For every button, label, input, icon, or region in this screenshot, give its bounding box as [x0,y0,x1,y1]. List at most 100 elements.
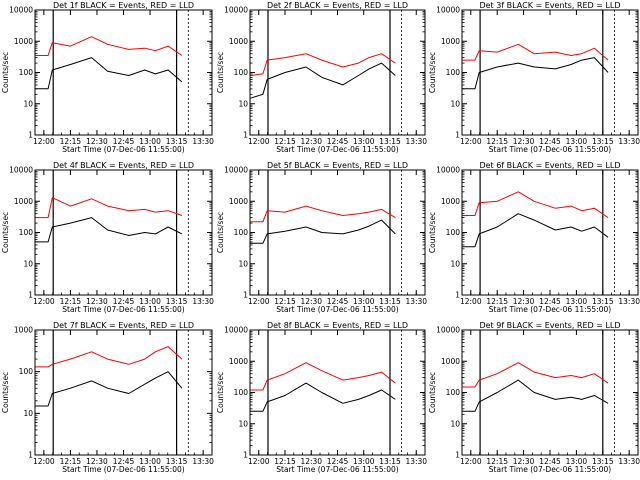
x-axis-label: Start Time (07-Dec-06 11:55:00) [489,305,611,314]
x-tick-label: 12:45 [113,137,135,146]
x-axis-label: Start Time (07-Dec-06 11:55:00) [489,145,611,154]
x-tick-label: 13:15 [379,137,401,146]
chart-title: Det 3f BLACK = Events, RED = LLD [479,1,620,10]
x-tick-label: 12:45 [113,297,135,306]
y-tick-label: 10 [238,259,248,268]
x-tick-label: 13:30 [192,457,214,466]
plot-frame [461,169,639,296]
y-tick-label: 1000 [441,357,460,366]
chart-title: Det 2f BLACK = Events, RED = LLD [267,1,408,10]
series-lld-line [462,43,609,61]
x-tick-label: 12:30 [300,137,322,146]
x-tick-label: 12:45 [327,297,349,306]
y-axis-label: Counts/sec [216,212,225,253]
x-axis-label: Start Time (07-Dec-06 11:55:00) [276,465,398,474]
y-tick-label: 1 [243,291,248,300]
chart-title: Det 4f BLACK = Events, RED = LLD [53,161,194,170]
x-tick-label: 12:15 [274,457,296,466]
x-tick-label: 12:30 [513,457,535,466]
x-tick-label: 12:15 [486,297,508,306]
series-events-line [35,57,183,90]
x-tick-label: 12:00 [460,297,482,306]
x-axis-label: Start Time (07-Dec-06 11:55:00) [489,465,611,474]
x-tick-label: 12:45 [539,297,561,306]
x-tick-label: 13:00 [139,297,161,306]
series-lld-line [250,205,396,223]
x-tick-label: 12:15 [486,457,508,466]
y-tick-label: 100 [234,228,249,237]
y-tick-label: 1000 [441,37,460,46]
chart-panel-9: Det 9f BLACK = Events, RED = LLD 1 10 100 10… [428,321,640,474]
x-tick-label: 13:00 [139,137,161,146]
y-tick-label: 1000 [229,357,248,366]
chart-panel-6: Det 6f BLACK = Events, RED = LLD 1 10 100 10… [428,161,640,314]
x-tick-label: 12:45 [113,457,135,466]
x-tick-label: 12:15 [60,297,82,306]
y-tick-label: 1 [243,451,248,460]
y-tick-label: 100 [19,68,34,77]
x-axis-label: Start Time (07-Dec-06 11:55:00) [62,305,184,314]
series-events-line [250,62,396,99]
chart-title: Det 5f BLACK = Events, RED = LLD [267,161,408,170]
y-tick-label: 1000 [229,37,248,46]
x-tick-label: 12:30 [513,297,535,306]
series-lld-line [35,197,183,219]
x-tick-label: 13:30 [618,457,640,466]
plot-frame [249,329,426,456]
y-tick-label: 10000 [9,6,33,15]
x-tick-label: 12:45 [539,137,561,146]
x-tick-label: 13:15 [592,297,614,306]
chart-panel-1: Det 1f BLACK = Events, RED = LLD 1 10 100 10… [1,1,214,154]
x-tick-label: 13:30 [192,137,214,146]
y-tick-label: 10 [450,259,460,268]
series-lld-line [250,53,396,76]
y-tick-label: 1 [28,451,33,460]
chart-panel-5: Det 5f BLACK = Events, RED = LLD 1 10 100 10… [216,161,427,314]
chart-panel-2: Det 2f BLACK = Events, RED = LLD 1 10 100 10… [216,1,427,154]
y-axis-label: Counts/sec [1,372,10,413]
x-tick-label: 13:00 [566,457,588,466]
y-tick-label: 1 [455,451,460,460]
x-axis-label: Start Time (07-Dec-06 11:55:00) [62,465,184,474]
y-tick-label: 10000 [224,6,248,15]
chart-title: Det 9f BLACK = Events, RED = LLD [479,321,620,330]
x-tick-label: 12:30 [86,297,108,306]
x-axis-label: Start Time (07-Dec-06 11:55:00) [276,145,398,154]
series-lld-line [462,191,609,219]
x-tick-label: 13:15 [166,137,188,146]
x-tick-label: 12:30 [300,457,322,466]
y-axis-label: Counts/sec [216,52,225,93]
x-tick-label: 13:00 [566,297,588,306]
x-tick-label: 12:15 [60,137,82,146]
x-tick-label: 12:00 [248,457,270,466]
x-tick-label: 13:30 [405,457,427,466]
plot-frame [249,9,426,136]
y-tick-label: 100 [446,388,461,397]
y-tick-label: 10 [238,99,248,108]
plot-frame [461,329,639,456]
x-tick-label: 12:00 [33,137,55,146]
x-tick-label: 12:15 [486,137,508,146]
y-tick-label: 1000 [441,197,460,206]
series-events-line [35,371,183,407]
y-tick-label: 1000 [229,197,248,206]
series-lld-line [35,36,183,56]
x-tick-label: 13:30 [405,297,427,306]
y-tick-label: 1 [28,131,33,140]
x-tick-label: 12:30 [86,137,108,146]
x-tick-label: 13:15 [592,457,614,466]
y-tick-label: 1 [455,131,460,140]
x-tick-label: 12:45 [539,457,561,466]
plot-frame [461,9,639,136]
x-tick-label: 13:00 [353,457,375,466]
y-axis-label: Counts/sec [216,372,225,413]
x-tick-label: 13:00 [139,457,161,466]
y-axis-label: Counts/sec [1,52,10,93]
y-tick-label: 100 [446,228,461,237]
x-tick-label: 13:15 [166,457,188,466]
x-tick-label: 13:30 [192,297,214,306]
series-events-line [462,213,609,248]
plot-frame [34,169,213,296]
